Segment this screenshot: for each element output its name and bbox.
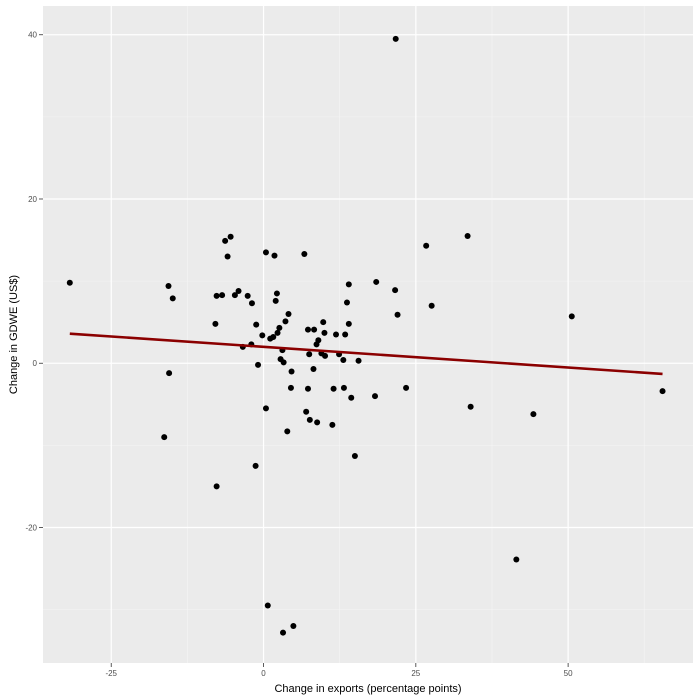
data-point [343,299,350,306]
data-point [342,331,349,338]
data-point [288,368,295,375]
data-point [262,249,269,256]
data-point [66,279,73,286]
data-point [329,421,336,428]
x-tick-label: -25 [105,669,117,678]
data-point [222,237,229,244]
trend-line [69,332,663,376]
y-tick-label: 40 [28,31,37,40]
data-point [272,297,279,304]
data-point [255,361,262,368]
data-point [306,416,313,423]
data-point [287,384,294,391]
data-point [467,403,474,410]
data-point [264,602,271,609]
data-point [530,411,537,418]
data-point [330,385,337,392]
data-point [423,242,430,249]
data-point [248,300,255,307]
data-point [253,321,260,328]
data-point [311,326,318,333]
data-point [659,388,666,395]
data-point [304,385,311,392]
minor-gridlines [43,6,693,663]
data-point [403,384,410,391]
data-point [355,357,362,364]
data-point [213,292,220,299]
data-point [322,352,329,359]
data-point [165,283,172,290]
data-point [282,318,289,325]
x-axis-ticks: -25 0 25 50 [105,663,573,678]
data-point [280,359,287,366]
y-tick-label: 20 [28,195,37,204]
data-point [224,253,231,260]
data-point [464,232,471,239]
data-point [568,313,575,320]
plot-panel [43,6,693,663]
data-point [392,287,399,294]
data-point [348,394,355,401]
data-point [227,233,234,240]
y-tick-label: 0 [33,359,38,368]
data-point [262,405,269,412]
data-point [161,434,168,441]
data-point [166,370,173,377]
data-point [392,35,399,42]
major-gridlines [43,6,693,663]
data-point [333,331,340,338]
data-point [276,324,283,331]
data-point [320,319,327,326]
data-point [306,351,313,358]
data-point [394,311,401,318]
data-point [351,453,358,460]
data-point [310,365,317,372]
data-point [428,302,435,309]
data-point [304,326,311,333]
data-point [169,295,176,302]
data-point [271,252,278,259]
data-point [345,320,352,327]
x-tick-label: 25 [411,669,420,678]
data-point [273,290,280,297]
data-point [314,419,321,426]
data-point [321,329,328,336]
data-point [212,320,219,327]
data-point [303,408,310,415]
x-tick-label: 50 [564,669,573,678]
data-point [259,332,266,339]
data-point [340,384,347,391]
data-point [513,556,520,563]
data-point [301,251,308,258]
data-point [284,428,291,435]
y-axis-ticks: -20 0 20 40 [25,31,43,532]
data-point [290,623,297,630]
data-point [252,462,259,469]
data-point [345,281,352,288]
x-axis-title: Change in exports (percentage points) [274,683,461,695]
data-point [372,393,379,400]
data-point [285,310,292,317]
data-point [244,292,251,299]
data-point [235,287,242,294]
data-point [219,292,226,299]
data-point [270,333,277,340]
data-point [340,356,347,363]
y-tick-label: -20 [25,523,37,532]
data-point [280,629,287,636]
data-point [373,278,380,285]
x-tick-label: 0 [261,669,266,678]
data-point [274,329,281,336]
y-axis-title: Change in GDWE (US$) [8,275,20,394]
data-point [213,483,220,490]
data-point [315,337,322,344]
data-point [231,292,238,299]
